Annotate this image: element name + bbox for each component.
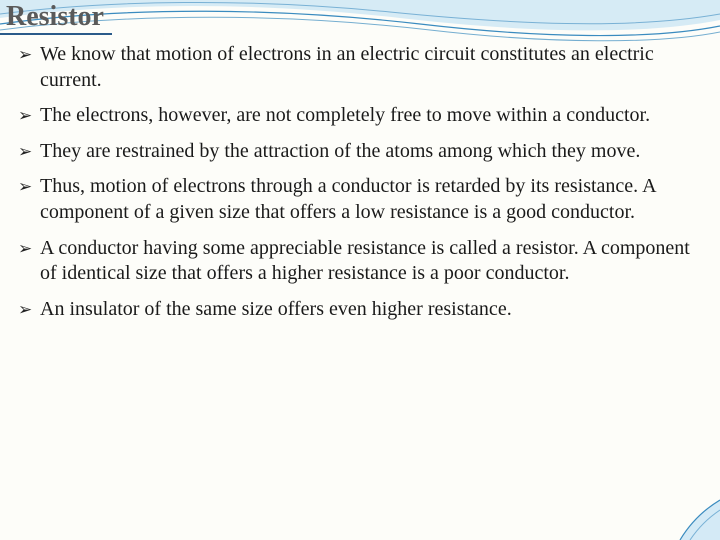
corner-line: [680, 500, 720, 540]
slide-container: Resistor ➢ We know that motion of electr…: [0, 0, 720, 540]
bullet-item: ➢ They are restrained by the attraction …: [18, 139, 708, 165]
bullet-marker-icon: ➢: [18, 236, 40, 260]
bullet-text: A conductor having some appreciable resi…: [40, 236, 708, 287]
slide-title: Resistor: [0, 0, 112, 35]
bullet-item: ➢ Thus, motion of electrons through a co…: [18, 174, 708, 225]
corner-fill: [680, 500, 720, 540]
corner-line-2: [690, 510, 720, 540]
bullet-marker-icon: ➢: [18, 297, 40, 321]
bullet-item: ➢ We know that motion of electrons in an…: [18, 42, 708, 93]
bullet-item: ➢ The electrons, however, are not comple…: [18, 103, 708, 129]
bullet-marker-icon: ➢: [18, 174, 40, 198]
bullet-text: An insulator of the same size offers eve…: [40, 297, 708, 323]
bullet-text: They are restrained by the attraction of…: [40, 139, 708, 165]
bullet-item: ➢ An insulator of the same size offers e…: [18, 297, 708, 323]
bullet-marker-icon: ➢: [18, 103, 40, 127]
bullet-text: We know that motion of electrons in an e…: [40, 42, 708, 93]
corner-decoration: [660, 480, 720, 540]
bullet-marker-icon: ➢: [18, 42, 40, 66]
bullet-marker-icon: ➢: [18, 139, 40, 163]
bullet-text: Thus, motion of electrons through a cond…: [40, 174, 708, 225]
slide-body: ➢ We know that motion of electrons in an…: [18, 42, 708, 332]
bullet-text: The electrons, however, are not complete…: [40, 103, 708, 129]
bullet-item: ➢ A conductor having some appreciable re…: [18, 236, 708, 287]
